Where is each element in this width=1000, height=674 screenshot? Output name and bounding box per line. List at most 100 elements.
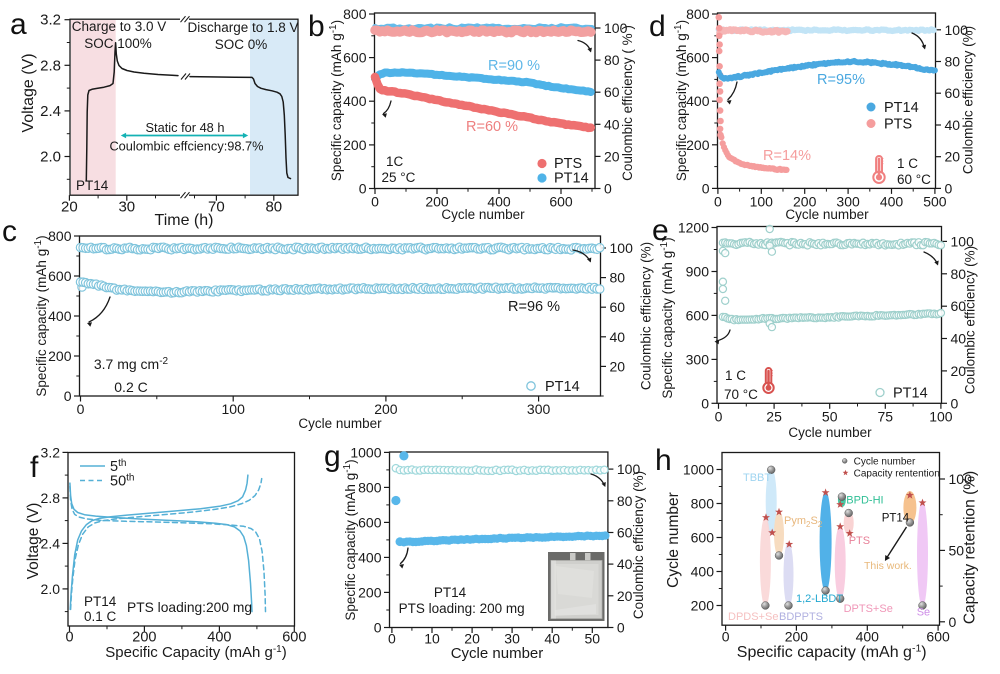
svg-text:100: 100 — [604, 20, 628, 36]
svg-text:600: 600 — [343, 50, 367, 66]
svg-text:100: 100 — [617, 461, 641, 477]
svg-text:60: 60 — [951, 298, 967, 314]
svg-text:80: 80 — [610, 270, 626, 286]
svg-text:75: 75 — [878, 408, 894, 424]
svg-text:PT14: PT14 — [893, 386, 928, 402]
svg-text:600: 600 — [691, 530, 715, 546]
svg-text:1200: 1200 — [678, 220, 709, 236]
svg-text:800: 800 — [343, 6, 367, 22]
svg-text:80: 80 — [617, 493, 633, 509]
svg-text:f: f — [30, 451, 39, 484]
svg-text:b: b — [308, 10, 325, 43]
svg-text:TBBT: TBBT — [743, 472, 771, 484]
svg-text:3.2: 3.2 — [40, 12, 61, 29]
svg-text:200: 200 — [691, 598, 715, 614]
svg-text:Specific capacity (mAh g-1): Specific capacity (mAh g-1) — [673, 20, 689, 181]
svg-text:BDPPTS: BDPPTS — [779, 611, 823, 623]
svg-text:R=96 %: R=96 % — [508, 299, 560, 315]
svg-text:200: 200 — [785, 629, 809, 645]
svg-text:Specific capacity (mAh g-1): Specific capacity (mAh g-1) — [342, 459, 358, 620]
svg-text:1,2-LBDT: 1,2-LBDT — [796, 593, 843, 605]
svg-text:40: 40 — [610, 329, 626, 345]
svg-text:20: 20 — [951, 363, 967, 379]
svg-text:600: 600 — [282, 630, 306, 646]
svg-text:Cycle number: Cycle number — [441, 207, 525, 222]
svg-text:Voltage (V): Voltage (V) — [25, 503, 42, 580]
svg-text:400: 400 — [686, 93, 710, 109]
svg-text:Static for 48 h: Static for 48 h — [146, 120, 225, 135]
svg-text:400: 400 — [48, 308, 72, 324]
svg-text:Coulombic efficiency (%): Coulombic efficiency (%) — [631, 471, 646, 619]
svg-text:0: 0 — [945, 180, 953, 196]
svg-text:20: 20 — [464, 631, 480, 647]
svg-text:PT14: PT14 — [884, 100, 919, 116]
svg-text:Cycle number: Cycle number — [785, 207, 869, 222]
svg-text:40: 40 — [951, 331, 967, 347]
svg-text:60: 60 — [617, 525, 633, 541]
svg-text:0: 0 — [374, 620, 382, 636]
svg-text:Specific capacity (mAh g-1): Specific capacity (mAh g-1) — [33, 235, 49, 396]
svg-text:1000: 1000 — [683, 462, 714, 478]
svg-text:Voltage (V): Voltage (V) — [20, 53, 37, 132]
svg-text:1C: 1C — [386, 154, 404, 169]
svg-text:0: 0 — [715, 408, 723, 424]
svg-text:600: 600 — [48, 268, 72, 284]
svg-text:40: 40 — [945, 117, 961, 133]
svg-text:d: d — [649, 10, 666, 43]
svg-text:Coulombic effciency:98.7%: Coulombic effciency:98.7% — [109, 139, 263, 154]
svg-text:2.8: 2.8 — [41, 490, 61, 506]
svg-text:200: 200 — [343, 137, 367, 153]
svg-text:PT14: PT14 — [554, 171, 589, 187]
svg-text:20: 20 — [617, 588, 633, 604]
svg-text:Capacity rentention: Capacity rentention — [854, 469, 940, 480]
svg-text:400: 400 — [856, 629, 880, 645]
svg-text:Discharge to 1.8 V: Discharge to 1.8 V — [187, 20, 298, 35]
svg-text:500: 500 — [923, 193, 947, 209]
svg-text:80: 80 — [951, 266, 967, 282]
svg-text:2.8: 2.8 — [40, 57, 61, 74]
svg-text:R=90 %: R=90 % — [488, 58, 540, 74]
svg-text:BPD-HI: BPD-HI — [846, 495, 883, 507]
svg-text:PTS: PTS — [554, 156, 582, 172]
svg-text:100: 100 — [951, 233, 975, 249]
svg-text:Specific capacity (mAh g-1): Specific capacity (mAh g-1) — [659, 237, 675, 398]
svg-text:1 C: 1 C — [725, 368, 746, 383]
svg-text:20: 20 — [61, 199, 78, 216]
svg-text:Pym2S2: Pym2S2 — [784, 515, 823, 529]
svg-text:0: 0 — [722, 629, 730, 645]
svg-text:Cycle number: Cycle number — [665, 492, 682, 588]
svg-text:0: 0 — [701, 395, 709, 411]
svg-text:Coulombic efficiency (%): Coulombic efficiency (%) — [961, 26, 976, 174]
svg-text:PTS: PTS — [849, 535, 870, 547]
svg-text:80: 80 — [604, 52, 620, 68]
svg-text:400: 400 — [358, 549, 382, 565]
svg-text:Coulombic efficiency (%): Coulombic efficiency (%) — [963, 246, 978, 394]
svg-text:e: e — [652, 214, 669, 247]
svg-text:0.1 C: 0.1 C — [84, 609, 117, 624]
svg-text:200: 200 — [374, 401, 398, 417]
svg-text:400: 400 — [207, 630, 231, 646]
svg-text:200: 200 — [132, 630, 156, 646]
svg-text:40: 40 — [544, 631, 560, 647]
svg-text:25: 25 — [766, 408, 782, 424]
svg-text:600: 600 — [549, 194, 573, 210]
svg-text:300: 300 — [527, 401, 551, 417]
svg-text:1000: 1000 — [350, 444, 381, 460]
svg-text:c: c — [2, 215, 17, 248]
svg-text:60: 60 — [604, 84, 620, 100]
svg-text:100: 100 — [222, 401, 246, 417]
svg-text:200: 200 — [358, 584, 382, 600]
svg-text:Cycle number: Cycle number — [854, 456, 916, 467]
svg-text:200: 200 — [425, 194, 449, 210]
svg-text:60 °C: 60 °C — [897, 172, 931, 187]
svg-text:0: 0 — [65, 630, 73, 646]
svg-text:1 C: 1 C — [897, 156, 918, 171]
svg-text:60: 60 — [945, 85, 961, 101]
svg-text:50: 50 — [585, 631, 601, 647]
svg-text:Capacity retention (%): Capacity retention (%) — [962, 471, 979, 624]
svg-text:100: 100 — [949, 471, 973, 487]
svg-text:2.0: 2.0 — [40, 149, 61, 166]
svg-text:Specific Capacity (mAh g-1): Specific Capacity (mAh g-1) — [105, 644, 286, 661]
svg-text:0: 0 — [702, 180, 710, 196]
svg-text:DPDS+Se: DPDS+Se — [728, 611, 778, 623]
